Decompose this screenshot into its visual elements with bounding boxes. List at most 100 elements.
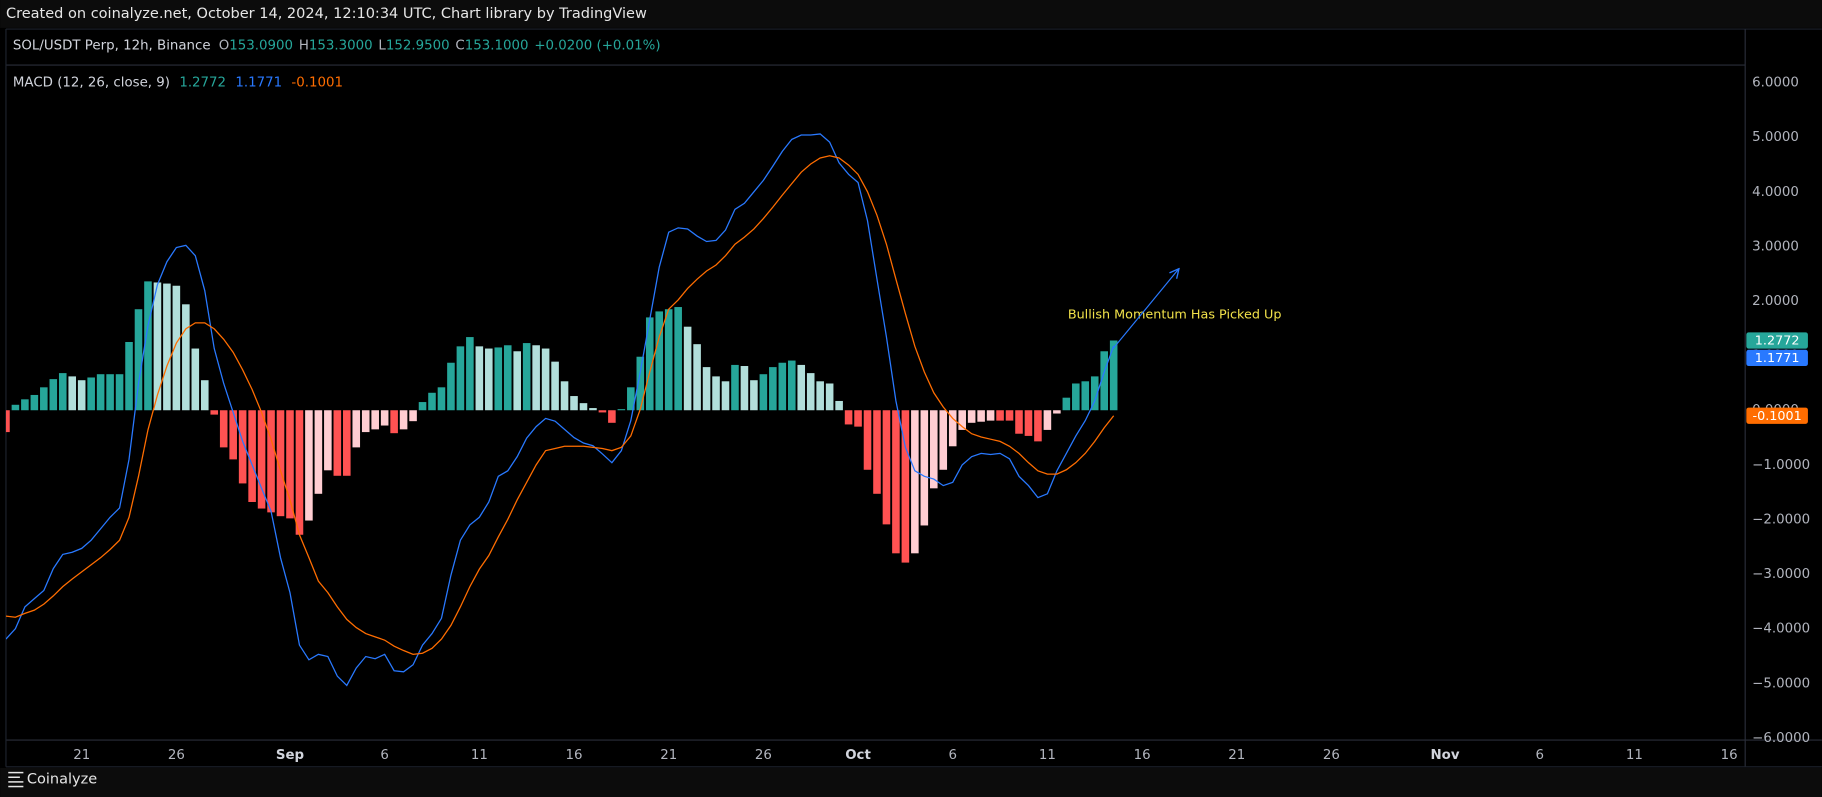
histogram-bar [1034, 410, 1042, 442]
histogram-bar [721, 381, 730, 411]
histogram-bar [532, 345, 540, 411]
histogram-bar [996, 410, 1004, 421]
histogram-bar [551, 361, 559, 411]
x-tick-label: 26 [168, 748, 185, 763]
histogram-bar [172, 285, 181, 411]
histogram-bar [712, 376, 720, 411]
y-tick-label: −3.0000 [1752, 567, 1810, 582]
histogram-bar [731, 364, 739, 411]
axes: 6.00005.00004.00003.00002.00001.00000.00… [73, 76, 1810, 764]
histogram-bar [153, 282, 162, 411]
histogram-bar [560, 381, 569, 411]
x-tick-label: 16 [566, 748, 583, 763]
price-badge [1746, 332, 1808, 349]
histogram-bar [503, 345, 512, 411]
y-tick-label: 3.0000 [1752, 239, 1799, 254]
price-badge-label: -0.1001 [1752, 409, 1801, 424]
histogram-bar [182, 304, 190, 411]
histogram-bar [418, 402, 427, 411]
histogram-bar [361, 410, 370, 433]
histogram-bar [267, 410, 275, 513]
annotation: Bullish Momentum Has Picked Up [1068, 307, 1282, 322]
histogram-bar [930, 410, 938, 489]
histogram-bar [1109, 340, 1118, 411]
price-badge-label: 1.2772 [1755, 334, 1800, 349]
histogram-bar [674, 307, 682, 411]
histogram-bar [305, 410, 313, 521]
histogram-bar [920, 410, 929, 526]
histogram-bar [683, 326, 692, 411]
histogram-bar [475, 346, 484, 411]
header-bar [0, 0, 1822, 28]
x-tick-label: 26 [1323, 748, 1340, 763]
histogram-bar [380, 410, 389, 426]
histogram-bar [96, 374, 105, 411]
x-tick-label: 21 [73, 748, 90, 763]
histogram-bar [106, 374, 114, 411]
indicator-name: MACD (12, 26, close, 9) [13, 75, 170, 90]
histogram-bar [21, 399, 29, 411]
price-badge-label: 1.1771 [1755, 351, 1800, 366]
y-tick-label: −5.0000 [1752, 676, 1810, 691]
y-tick-label: 6.0000 [1752, 76, 1799, 91]
histogram-bar [134, 309, 143, 411]
histogram-bar [58, 373, 67, 411]
histogram-bar [598, 410, 607, 413]
x-tick-label: Nov [1431, 748, 1460, 763]
x-tick-label: 11 [1039, 748, 1056, 763]
x-tick-label: Sep [276, 748, 304, 763]
plot-area [5, 133, 1118, 687]
x-tick-label: 6 [948, 748, 956, 763]
histogram-bar [1053, 410, 1061, 414]
symbol: SOL/USDT Perp, 12h, Binance [13, 38, 211, 53]
histogram-bar [967, 410, 976, 423]
histogram-bar [911, 410, 919, 554]
histogram-bar [787, 360, 796, 411]
histogram-bar [882, 410, 891, 525]
price-badge [1746, 407, 1808, 424]
histogram-bar [447, 362, 455, 411]
histogram-bar [437, 387, 446, 411]
histogram-bar [257, 410, 266, 509]
ohlc-value: 153.0900 [229, 38, 293, 53]
histogram-bar [77, 380, 86, 411]
histogram-bar [409, 410, 417, 422]
histogram-bar [1015, 410, 1023, 434]
y-tick-label: 4.0000 [1752, 185, 1799, 200]
histogram-bar [854, 410, 862, 427]
histogram-bar [825, 383, 834, 411]
legend-value: 1.1771 [235, 75, 282, 90]
y-tick-label: −1.0000 [1752, 458, 1810, 473]
ohlc-label: C [455, 38, 464, 53]
histogram-bar [977, 410, 985, 422]
histogram-bar [371, 410, 379, 430]
y-tick-label: 2.0000 [1752, 294, 1799, 309]
histogram-bar [740, 366, 749, 411]
histogram-bar [958, 410, 966, 430]
histogram-bar [210, 410, 219, 415]
histogram-bar [816, 381, 824, 411]
histogram-bar [333, 410, 342, 476]
histogram-bar [428, 392, 436, 411]
histogram-bar [769, 367, 777, 411]
histogram-bar [664, 309, 673, 411]
histogram-bar [115, 374, 124, 411]
histogram-bar [750, 380, 758, 411]
ohlc-label: O [219, 38, 230, 53]
histogram-bar [87, 377, 95, 411]
histogram-bar [40, 387, 48, 411]
histogram-bar [30, 394, 39, 411]
histogram-bar [295, 410, 304, 535]
histogram-bar [948, 410, 957, 447]
histogram-bar [617, 409, 626, 411]
histogram-bar [238, 410, 247, 484]
change: +0.0200 (+0.01%) [534, 38, 660, 53]
histogram-bar [1090, 376, 1099, 411]
histogram-bar [456, 346, 465, 411]
histogram-bar [125, 341, 133, 411]
histogram-bar [589, 408, 597, 411]
histogram-bar [759, 374, 768, 411]
histogram-bar [352, 410, 361, 448]
histogram-bar [513, 351, 521, 411]
